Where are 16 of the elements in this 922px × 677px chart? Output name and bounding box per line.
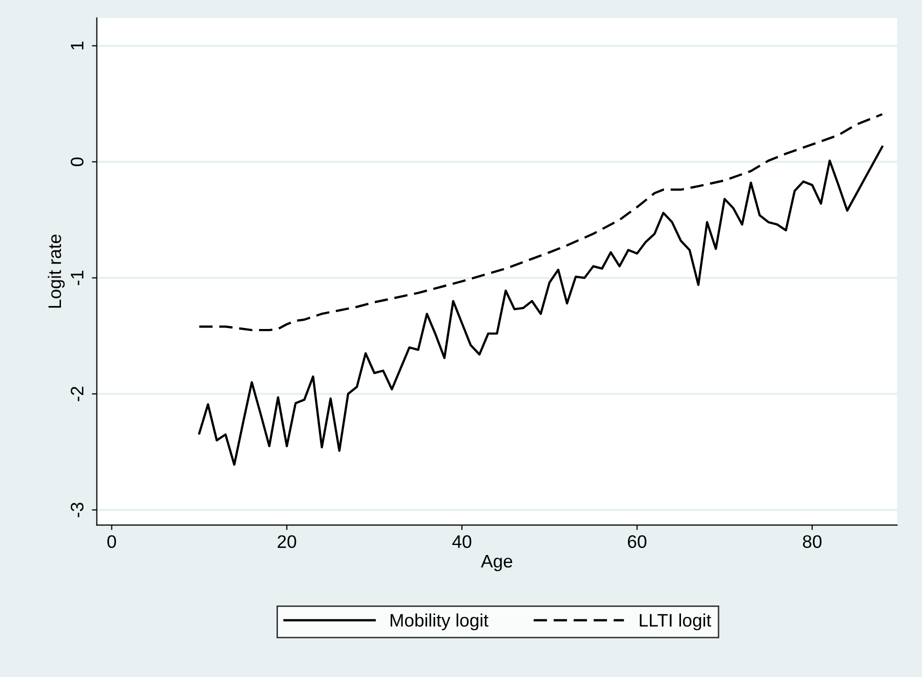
y-axis-title: Logit rate	[48, 234, 65, 308]
x-axis-title: Age	[480, 555, 512, 572]
y-tick-label: -1	[70, 270, 84, 286]
y-tick-label: -2	[70, 386, 84, 402]
x-tick-label: 80	[802, 535, 822, 548]
y-tick-label: 0	[70, 158, 84, 166]
legend-label: LLTI logit	[640, 613, 712, 630]
y-tick-label: -3	[70, 502, 84, 518]
x-tick-label: 40	[452, 535, 472, 548]
line-series	[198, 113, 884, 332]
x-tick-label: 20	[278, 535, 296, 548]
x-tick-label: 60	[628, 535, 646, 548]
text: Mobility logit	[390, 613, 488, 630]
x-tick-label: 0	[107, 535, 116, 548]
line-series	[198, 146, 884, 466]
y-tick-label: 1	[70, 42, 84, 50]
